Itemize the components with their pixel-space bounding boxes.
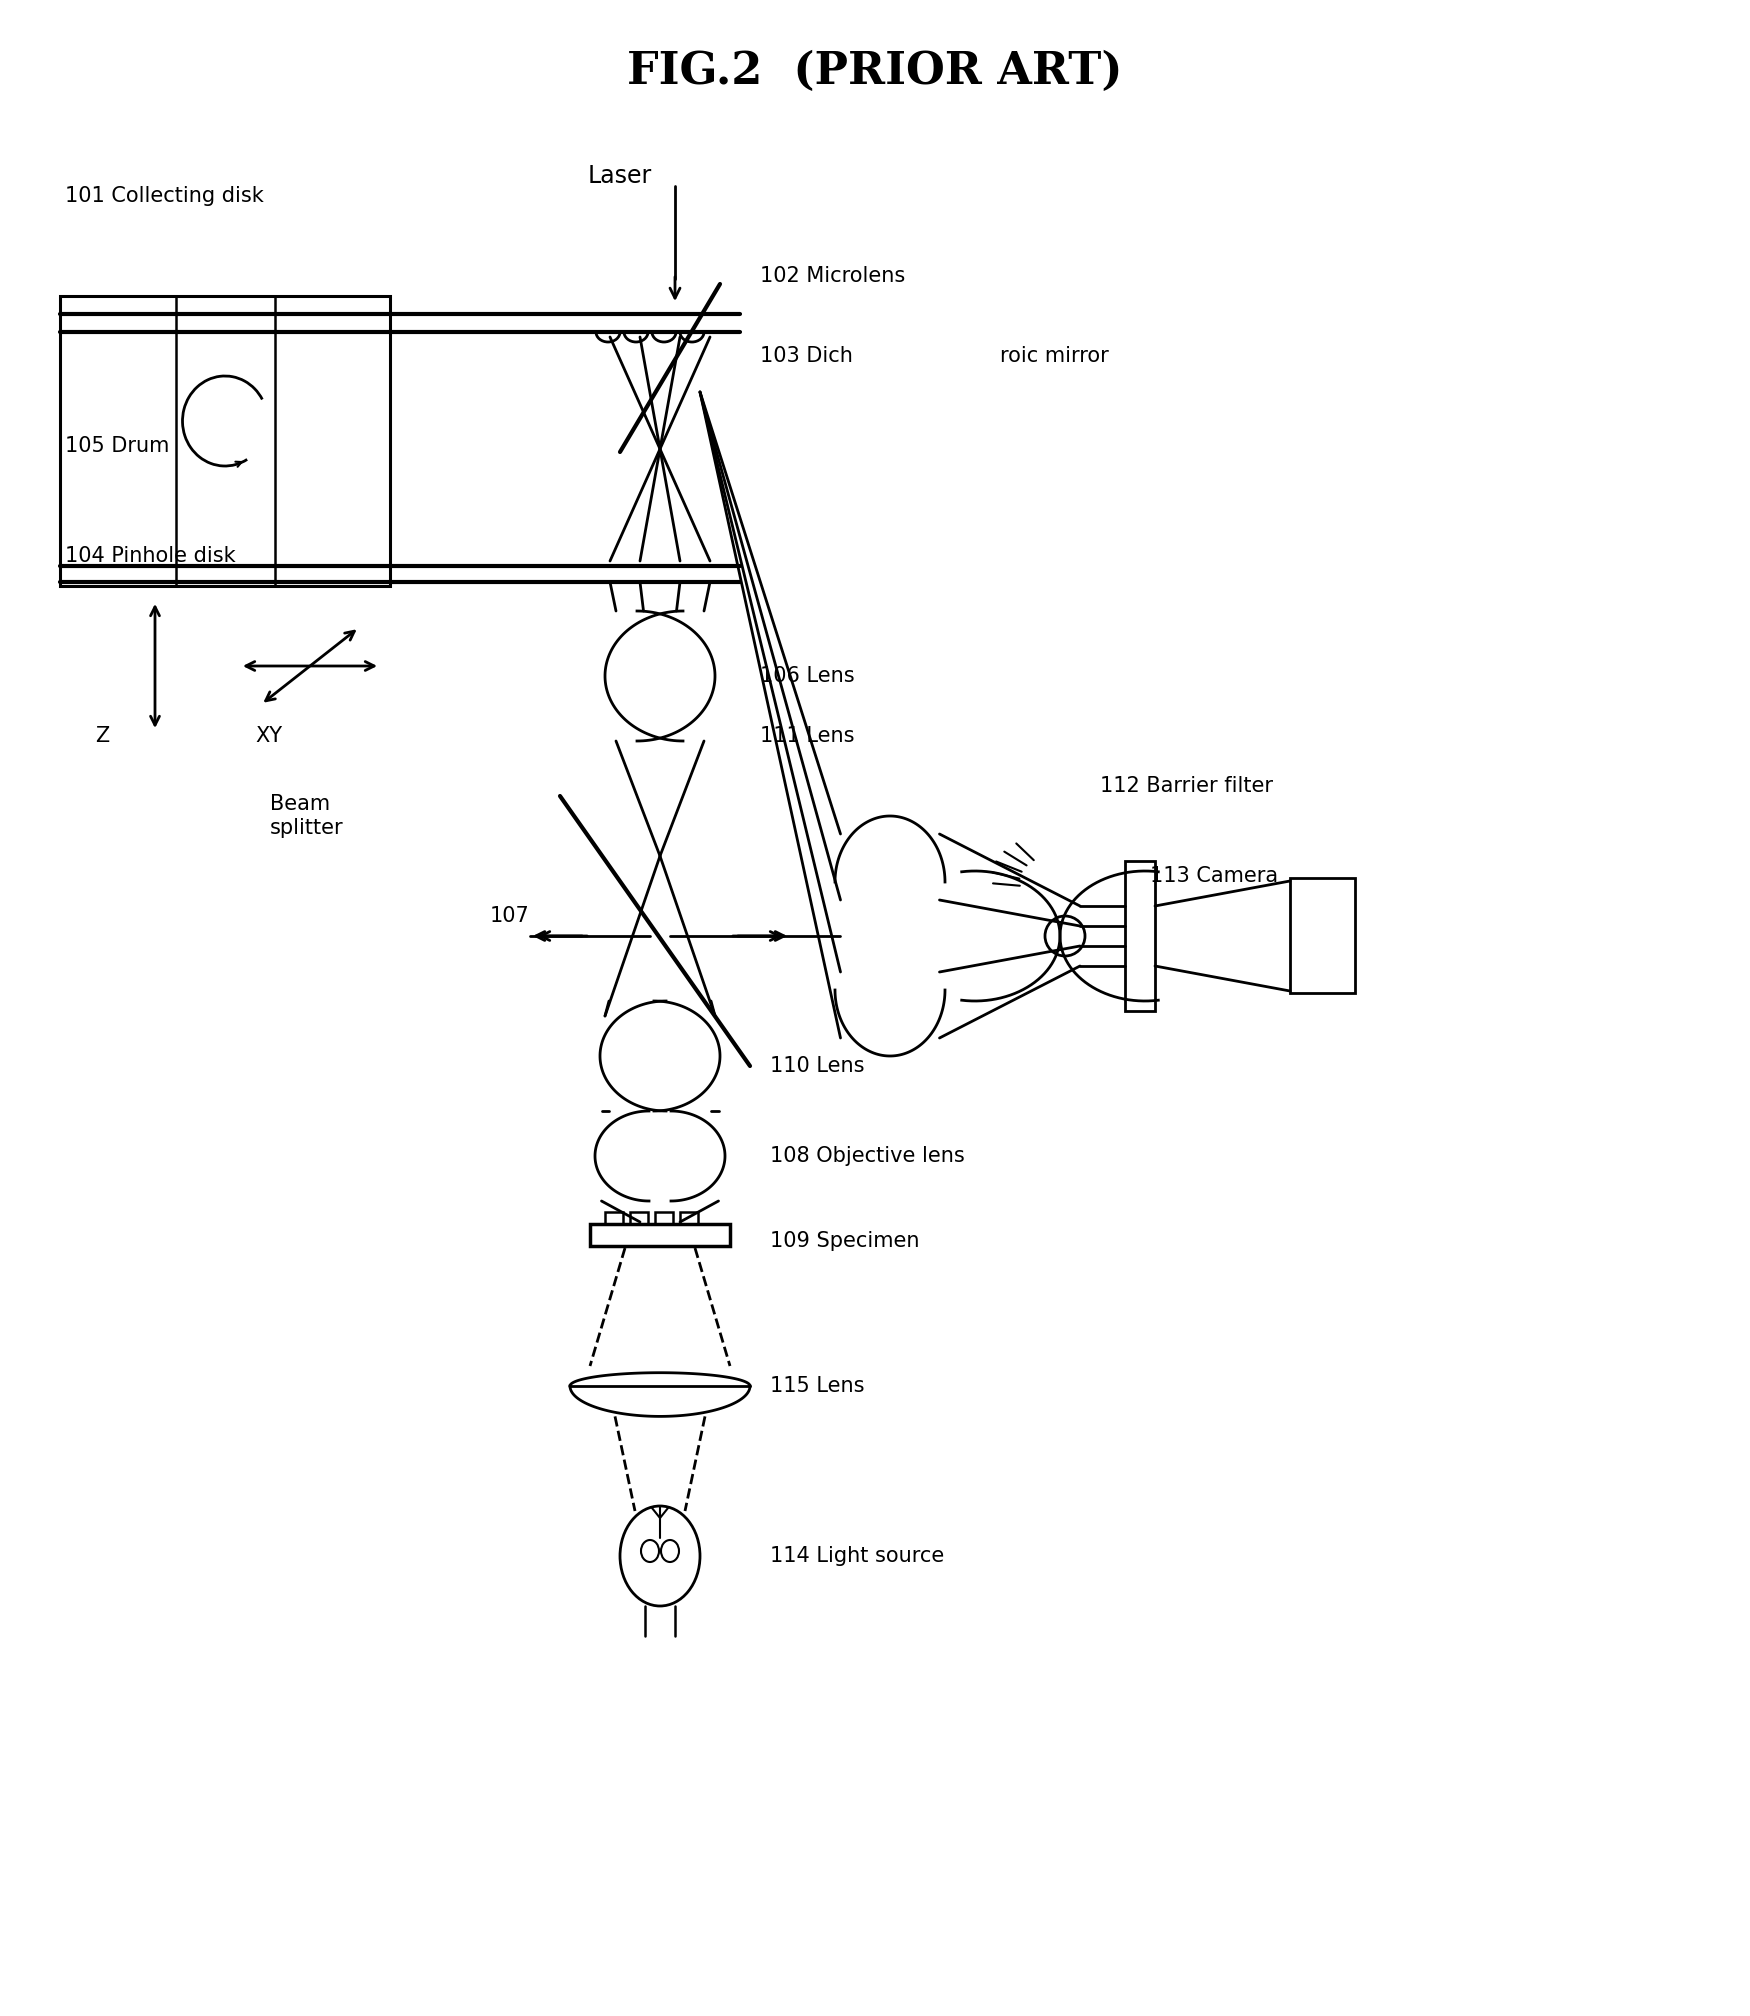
Text: 102 Microlens: 102 Microlens bbox=[760, 266, 905, 286]
Text: Z: Z bbox=[94, 726, 108, 746]
Bar bbox=[60, 296, 390, 587]
Text: FIG.2  (PRIOR ART): FIG.2 (PRIOR ART) bbox=[626, 50, 1124, 93]
Text: XY: XY bbox=[255, 726, 282, 746]
Bar bbox=[1290, 879, 1354, 994]
Text: Beam
splitter: Beam splitter bbox=[270, 794, 343, 837]
Text: roic mirror: roic mirror bbox=[999, 347, 1110, 367]
Text: 104 Pinhole disk: 104 Pinhole disk bbox=[65, 546, 236, 566]
Text: 103 Dich: 103 Dich bbox=[760, 347, 852, 367]
Bar bbox=[1125, 861, 1155, 1010]
Text: Laser: Laser bbox=[588, 163, 653, 187]
Text: 108 Objective lens: 108 Objective lens bbox=[770, 1145, 964, 1165]
Text: 111 Lens: 111 Lens bbox=[760, 726, 854, 746]
Bar bbox=[681, 1212, 698, 1224]
Bar bbox=[606, 1212, 623, 1224]
Text: 114 Light source: 114 Light source bbox=[770, 1546, 945, 1566]
Bar bbox=[590, 1224, 730, 1246]
Text: 106 Lens: 106 Lens bbox=[760, 665, 854, 685]
Text: 105 Drum: 105 Drum bbox=[65, 435, 170, 456]
Text: 101 Collecting disk: 101 Collecting disk bbox=[65, 185, 264, 206]
Text: 109 Specimen: 109 Specimen bbox=[770, 1232, 919, 1252]
Text: 113 Camera: 113 Camera bbox=[1150, 867, 1278, 885]
Text: 107: 107 bbox=[490, 905, 530, 925]
Text: 115 Lens: 115 Lens bbox=[770, 1377, 864, 1395]
Text: 112 Barrier filter: 112 Barrier filter bbox=[1101, 776, 1272, 796]
Bar bbox=[630, 1212, 648, 1224]
Bar bbox=[654, 1212, 674, 1224]
Text: 110 Lens: 110 Lens bbox=[770, 1056, 864, 1077]
